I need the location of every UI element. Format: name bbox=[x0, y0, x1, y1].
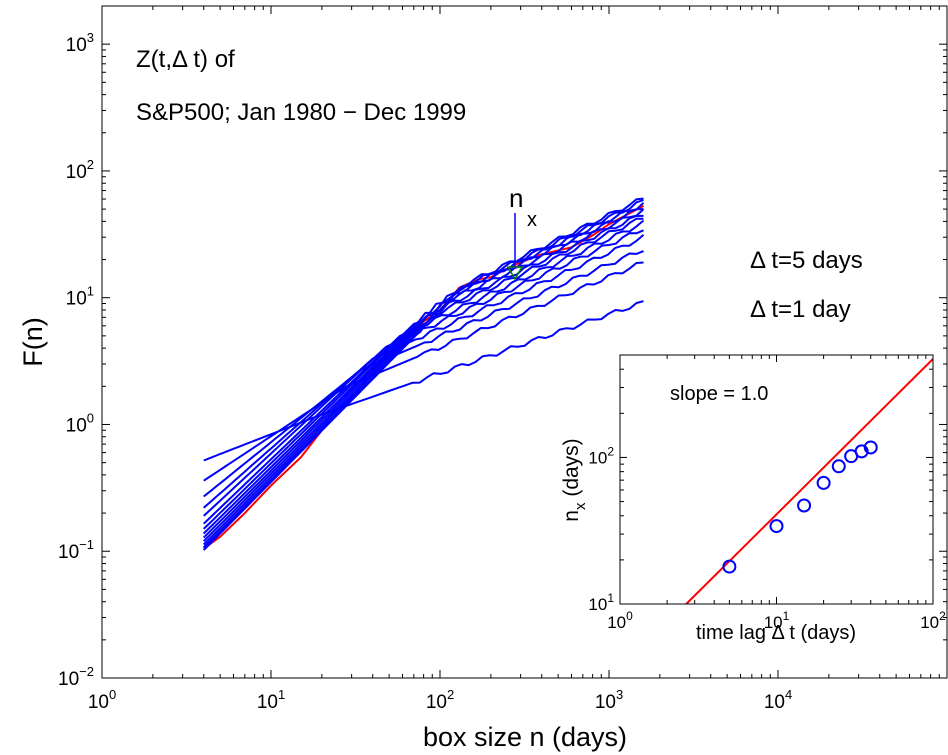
data-point bbox=[722, 559, 737, 574]
x-tick-label: 102 bbox=[426, 687, 454, 713]
x-tick-label: 104 bbox=[764, 687, 792, 713]
series-line-blue bbox=[203, 214, 644, 535]
y-tick-label: 10−1 bbox=[58, 537, 94, 563]
data-point bbox=[769, 519, 784, 534]
x-tick-label: 100 bbox=[88, 687, 116, 713]
annotation-title-line1: Z(t,Δ t) of bbox=[136, 46, 235, 73]
inset-x-axis-label: time lag Δ t (days) bbox=[696, 622, 856, 644]
inset-y-label-base: n bbox=[560, 510, 583, 522]
y-tick-label: 102 bbox=[66, 157, 94, 183]
series-line-blue bbox=[202, 208, 644, 542]
series-line-blue bbox=[203, 234, 645, 509]
series-line-blue bbox=[203, 261, 644, 482]
inset-y-label-rest: (days) bbox=[560, 438, 583, 502]
series-line-blue bbox=[203, 250, 644, 498]
label-dt5: Δ t=5 days bbox=[750, 247, 863, 274]
nx-label-base: n bbox=[509, 183, 523, 213]
y-tick-label: 100 bbox=[66, 410, 94, 436]
main-series-group bbox=[202, 197, 645, 551]
y-tick-label: 103 bbox=[66, 30, 94, 56]
main-axis-ticks bbox=[101, 5, 948, 679]
data-point bbox=[863, 440, 878, 455]
nx-label-sub: x bbox=[527, 209, 537, 231]
x-tick-label: 103 bbox=[595, 687, 623, 713]
series-line-blue bbox=[203, 229, 644, 517]
inset-y-tick-label: 101 bbox=[588, 591, 614, 614]
inset-slope-annotation: slope = 1.0 bbox=[670, 383, 768, 405]
inset-y-axis-label: nx (days) bbox=[560, 438, 589, 521]
data-point bbox=[816, 475, 831, 490]
nx-marker: n x bbox=[506, 183, 537, 281]
inset-x-tick-label: 102 bbox=[920, 609, 946, 632]
inset-background bbox=[620, 355, 933, 604]
y-tick-label: 101 bbox=[66, 284, 94, 310]
inset-y-label-sub: x bbox=[572, 502, 589, 510]
data-point bbox=[854, 444, 869, 459]
nx-arrow-head bbox=[506, 266, 524, 281]
y-tick-label: 10−2 bbox=[58, 664, 94, 690]
data-point bbox=[797, 498, 812, 513]
y-axis-label: F(n) bbox=[18, 317, 48, 367]
annotation-title-line2: S&P500; Jan 1980 − Dec 1999 bbox=[136, 99, 466, 126]
inset-x-tick-label: 100 bbox=[607, 609, 633, 632]
x-axis-label: box size n (days) bbox=[423, 722, 627, 752]
inset-x-tick-label: 101 bbox=[764, 609, 790, 632]
inset-content bbox=[685, 358, 933, 604]
series-line-blue bbox=[202, 197, 644, 551]
data-point bbox=[831, 459, 846, 474]
label-dt1: Δ t=1 day bbox=[750, 296, 851, 323]
x-tick-label: 101 bbox=[257, 687, 285, 713]
inset-axis-ticks bbox=[619, 354, 934, 605]
fit-line bbox=[685, 358, 933, 604]
inset-y-tick-label: 102 bbox=[588, 444, 614, 467]
